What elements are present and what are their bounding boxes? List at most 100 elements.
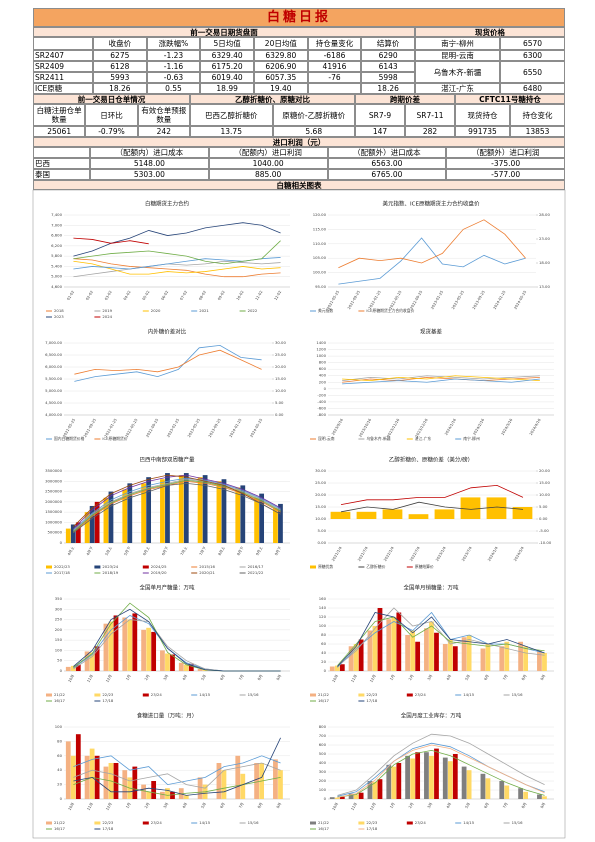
- bar: [452, 754, 458, 799]
- legend-swatch: [310, 821, 316, 825]
- y-tick-label: 0: [60, 540, 63, 545]
- y-tick-label: 600: [319, 742, 327, 747]
- y2-tick-label: 18.00: [539, 260, 550, 265]
- y-tick-label: 4,000.00: [45, 412, 62, 417]
- x-tick-label: 8月: [256, 802, 263, 810]
- line-series: [337, 733, 545, 796]
- bar: [372, 626, 378, 671]
- y-tick-label: 350: [55, 596, 63, 601]
- bar: [113, 763, 119, 799]
- table-cell: -0.79%: [85, 126, 138, 137]
- y-tick-label: 5,000: [51, 274, 62, 279]
- column-header: 巴西乙醇折糖价: [190, 104, 273, 126]
- line-series: [337, 612, 545, 667]
- bar: [151, 781, 157, 799]
- y2-tick-label: 10.00: [275, 388, 286, 393]
- x-tick-label: 4月下: [85, 545, 94, 556]
- bar: [339, 664, 345, 671]
- legend-swatch: [310, 693, 316, 697]
- x-tick-label: 4月: [445, 802, 452, 810]
- x-tick-label: 2023/9/16: [331, 417, 344, 436]
- table-cell: 282: [405, 126, 455, 137]
- legend-label: 2019: [102, 308, 112, 313]
- y-tick-label: 105.00: [313, 255, 327, 260]
- y-tick-label: 80: [57, 738, 62, 743]
- bar: [434, 632, 439, 671]
- column-header: （配额外）进口成本: [327, 147, 447, 158]
- x-tick-label: 5月: [200, 674, 207, 682]
- x-tick-label: 2023/7/4: [461, 545, 473, 562]
- bar: [132, 613, 138, 671]
- legend-swatch: [142, 693, 149, 697]
- bar: [113, 615, 119, 671]
- bar: [391, 766, 397, 799]
- x-tick-label: 2021-09-25: [83, 418, 97, 438]
- bar: [122, 617, 128, 671]
- table-cell: -375.00: [446, 158, 565, 169]
- y-tick-label: 0.00: [318, 540, 327, 545]
- bar: [65, 666, 71, 671]
- legend-label: 16/17: [318, 826, 330, 831]
- legend-label: 美元指数: [318, 308, 333, 313]
- bar: [334, 665, 340, 671]
- x-tick-label: 9月: [275, 802, 282, 810]
- bar: [480, 648, 486, 671]
- y-tick-label: 60: [57, 753, 62, 758]
- bar: [348, 646, 354, 671]
- bar: [75, 734, 81, 799]
- section-header: CFTC11号糖持仓: [455, 94, 565, 104]
- legend-label: 2022/23: [54, 564, 70, 569]
- legend-swatch: [94, 693, 101, 697]
- line-series: [73, 737, 281, 796]
- table-cell: 6275: [93, 50, 147, 61]
- x-tick-label: 10月: [67, 674, 75, 684]
- legend-label: 2020/21: [199, 570, 215, 575]
- bar: [377, 779, 383, 799]
- legend-label: 23/24: [415, 820, 427, 825]
- bar: [94, 501, 100, 543]
- table-cell: 147: [355, 126, 405, 137]
- legend-label: 14/15: [463, 820, 475, 825]
- legend-label: 原糖结算价: [415, 564, 434, 569]
- row-name: 巴西: [33, 158, 90, 169]
- bar: [160, 650, 165, 671]
- x-tick-label: 06-02: [161, 290, 170, 301]
- bar: [504, 785, 510, 799]
- x-tick-label: 1月: [388, 674, 395, 682]
- spot-price: 6550: [500, 61, 565, 83]
- legend-swatch: [406, 821, 413, 825]
- bar: [160, 479, 165, 543]
- y2-tick-label: -10.00: [539, 540, 552, 545]
- chart-title: 食糖进口量（万吨：月）: [137, 712, 198, 720]
- bar: [278, 503, 283, 543]
- bar: [75, 522, 81, 543]
- bar: [499, 646, 505, 671]
- y-tick-label: 7,000: [51, 222, 62, 227]
- y2-tick-label: 10.00: [539, 492, 550, 497]
- x-tick-label: 6月: [483, 802, 490, 810]
- bar: [542, 653, 547, 671]
- y-tick-label: 10.00: [315, 516, 326, 521]
- column-header: 现货持仓: [455, 104, 510, 126]
- bar: [240, 485, 246, 543]
- x-tick-label: 2024-01-25: [493, 290, 507, 310]
- bar: [94, 755, 100, 799]
- x-tick-label: 11-02: [255, 290, 264, 301]
- legend-label: 22/23: [366, 692, 378, 697]
- legend-swatch: [142, 565, 149, 569]
- bar: [415, 641, 421, 671]
- bar: [424, 628, 429, 671]
- bar: [183, 473, 189, 543]
- y-tick-label: 120.00: [313, 212, 327, 217]
- x-tick-label: 08-02: [198, 290, 207, 301]
- line-series: [73, 762, 281, 789]
- bar: [94, 646, 100, 671]
- x-tick-label: 6月: [483, 674, 490, 682]
- legend-label: 22/23: [366, 820, 378, 825]
- line-series: [342, 376, 540, 383]
- bar: [353, 644, 359, 671]
- legend-label: 2024: [102, 314, 112, 319]
- legend-label: 2023: [54, 314, 64, 319]
- legend-label: 2019/20: [151, 570, 167, 575]
- bar: [108, 621, 114, 671]
